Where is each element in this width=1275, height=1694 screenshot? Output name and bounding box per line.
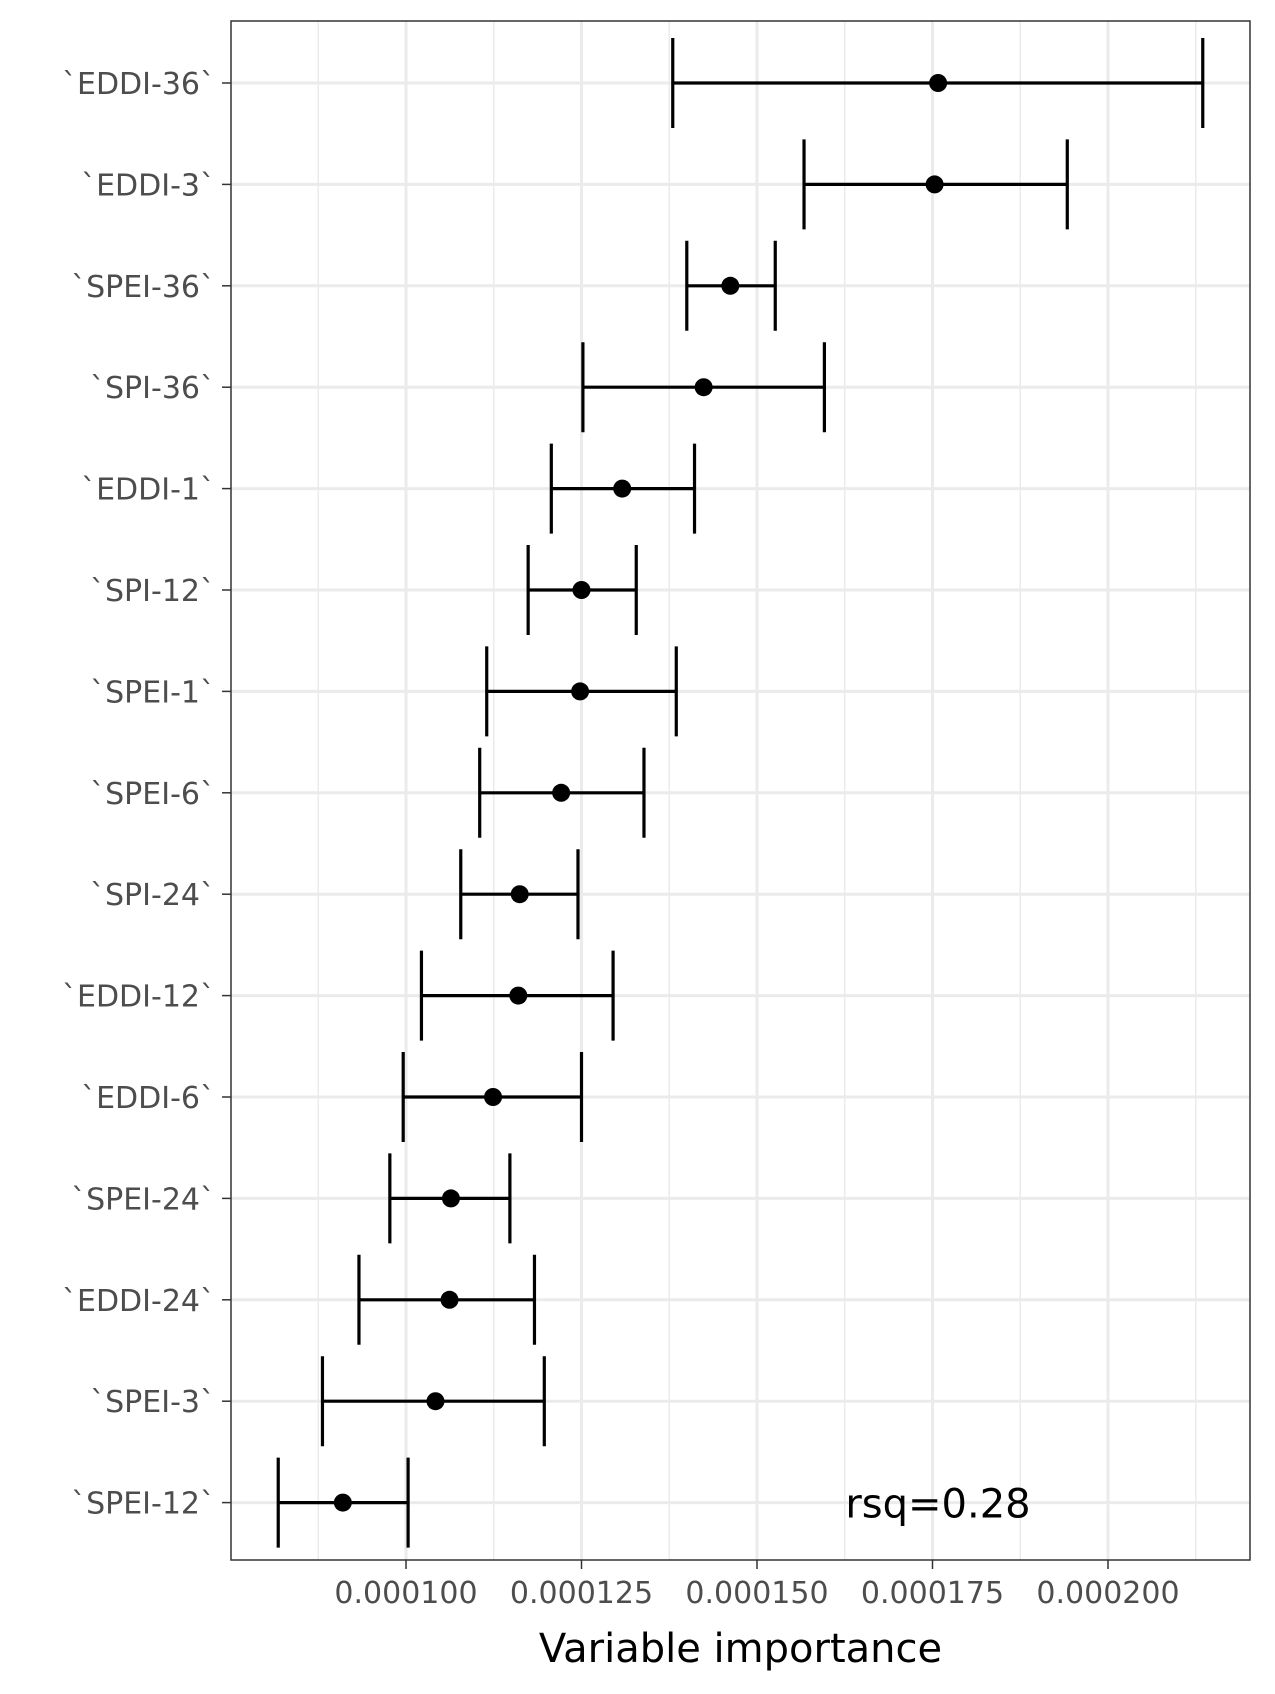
panel-border [230,20,1251,1561]
y-tick-label: `SPI-36` [90,371,215,406]
x-tick-label: 0.000175 [861,1576,1004,1611]
y-tick-label: `SPEI-3` [90,1385,215,1420]
data-point [925,175,944,194]
y-tick-label: `SPEI-6` [90,777,215,812]
y-tick-label: `SPEI-24` [71,1182,215,1217]
y-tick-label: `SPI-12` [90,574,215,609]
y-tick-label: `EDDI-36` [62,67,215,102]
data-point [441,1189,460,1208]
data-point [333,1493,352,1512]
data-point [694,378,713,397]
data-point [510,885,529,904]
y-tick-label: `SPI-24` [90,878,215,913]
y-tick-label: `SPEI-36` [71,270,215,305]
data-point [440,1290,459,1309]
x-tick-label: 0.000150 [685,1576,828,1611]
y-tick-label: `EDDI-24` [62,1284,215,1319]
data-point [484,1088,503,1106]
data-point [613,479,632,498]
x-axis-title: Variable importance [539,1626,942,1672]
data-point [571,682,590,701]
rsq-annotation: rsq=0.28 [845,1482,1030,1528]
y-tick-label: `EDDI-3` [81,168,215,203]
data-point [552,783,571,802]
x-tick-label: 0.000200 [1036,1576,1179,1611]
points [333,74,948,1512]
y-tick-label: `SPEI-1` [90,675,215,710]
y-tick-label: `EDDI-12` [62,980,215,1015]
data-point [509,986,528,1005]
x-tick-label: 0.000125 [510,1576,653,1611]
axes: `EDDI-36` `EDDI-3` `SPEI-36` `SPI-36` `EDDI-… [62,67,1180,1611]
data-point [572,581,591,599]
y-tick-label: `SPEI-12` [71,1487,215,1522]
x-tick-label: 0.000100 [334,1576,477,1611]
data-point [721,276,740,295]
data-point [929,74,948,92]
data-point [426,1392,445,1411]
y-tick-label: `EDDI-6` [81,1081,215,1116]
y-tick-label: `EDDI-1` [81,473,215,508]
